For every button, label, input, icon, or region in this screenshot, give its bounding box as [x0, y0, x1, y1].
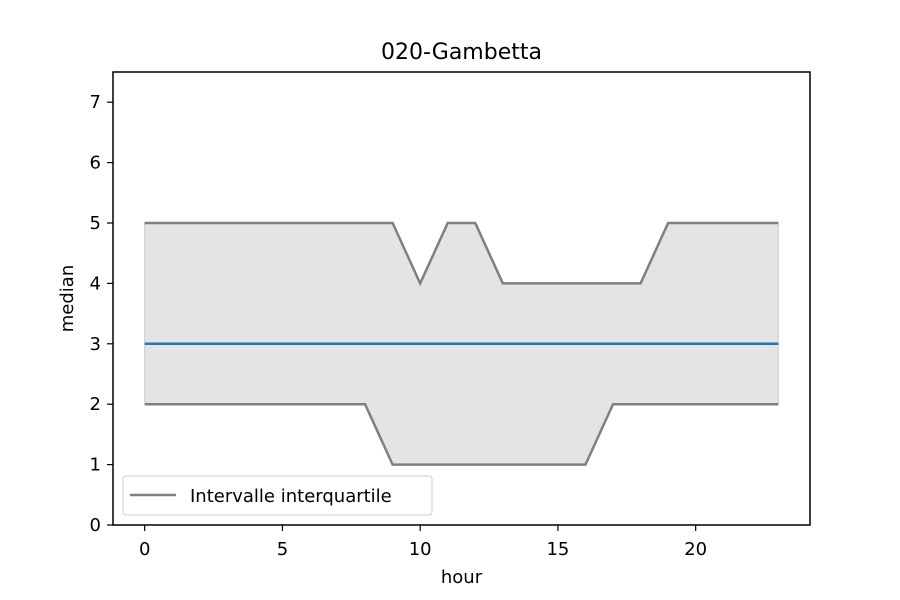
q3-series-line: [144, 221, 779, 287]
chart-title: 020-Gambetta: [381, 40, 542, 65]
q1-series-line: [144, 402, 779, 466]
y-tick-label: 7: [90, 92, 101, 113]
y-tick-label: 6: [90, 153, 101, 174]
y-tick-label: 2: [90, 394, 101, 415]
x-tick-label: 10: [409, 539, 432, 560]
x-axis-label: hour: [441, 567, 483, 588]
y-tick-label: 1: [90, 455, 101, 476]
x-tick-label: 0: [139, 539, 150, 560]
plot-frame: [112, 71, 811, 526]
x-tick-label: 20: [684, 539, 707, 560]
y-tick-label: 4: [90, 273, 101, 294]
y-tick-label: 0: [90, 515, 101, 536]
legend-box: [122, 475, 433, 516]
y-tick-label: 5: [90, 213, 101, 234]
plot-area: 0 5 10 15 20 0 1 2 3 4 5 6 7 Intervalle interquartile: [90, 71, 811, 560]
legend-label: Intervalle interquartile: [190, 486, 392, 507]
x-tick-label: 15: [546, 539, 569, 560]
x-tick-label: 5: [277, 539, 288, 560]
y-tick-label: 3: [90, 334, 101, 355]
y-axis-label: median: [57, 265, 78, 332]
